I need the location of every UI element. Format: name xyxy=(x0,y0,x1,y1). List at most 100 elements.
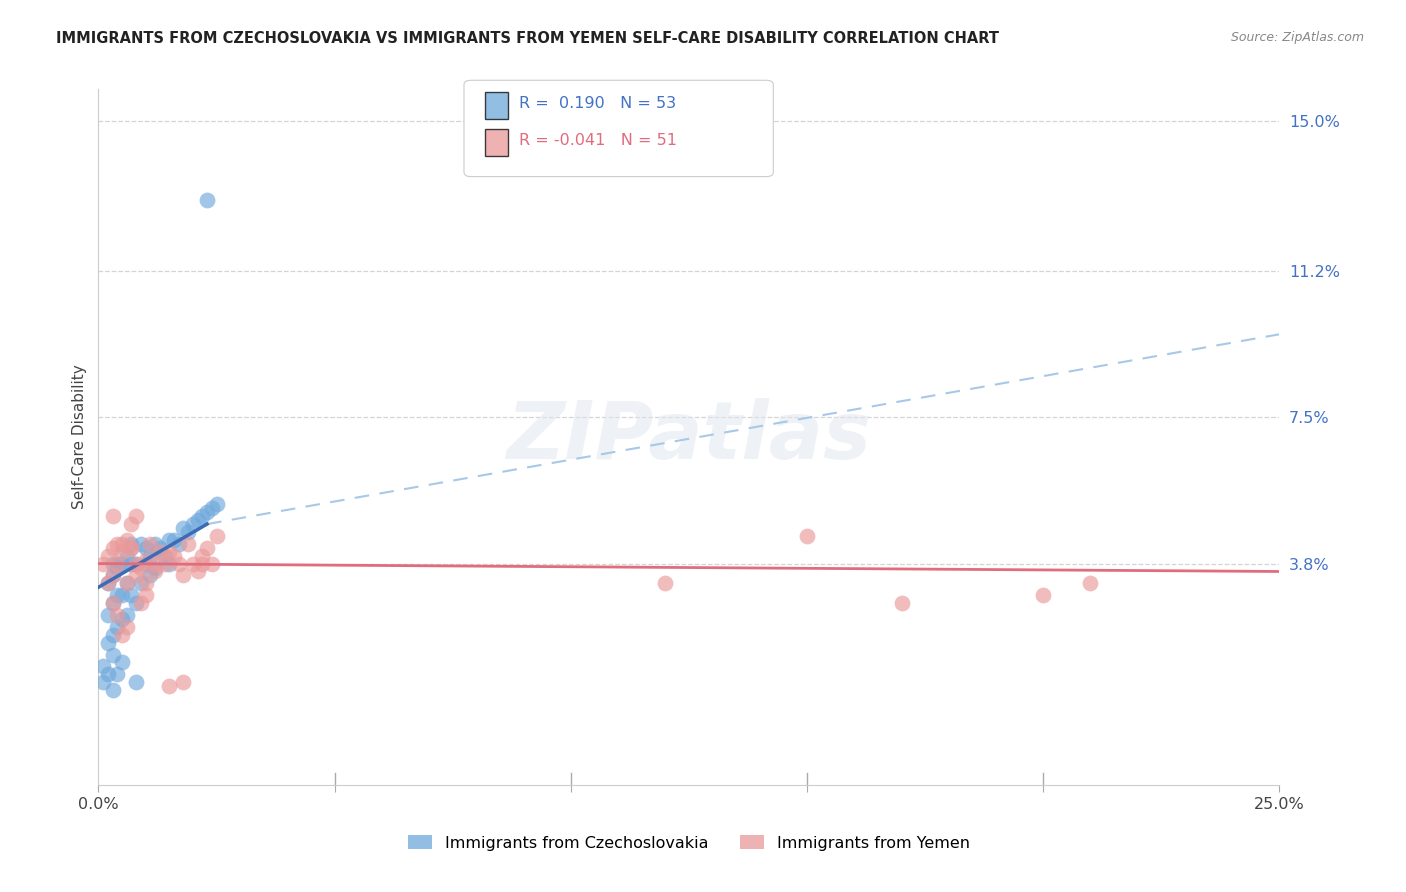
Text: R =  0.190   N = 53: R = 0.190 N = 53 xyxy=(519,96,676,111)
Point xyxy=(796,529,818,543)
Point xyxy=(105,537,128,551)
Point xyxy=(187,513,209,527)
Point xyxy=(111,537,134,551)
Point xyxy=(121,541,143,555)
Point xyxy=(101,568,124,582)
Point xyxy=(105,667,128,681)
Point xyxy=(105,607,128,622)
Point xyxy=(135,552,157,566)
Point xyxy=(181,516,204,531)
Point xyxy=(157,545,180,559)
Point xyxy=(205,497,228,511)
Text: ZIPatlas: ZIPatlas xyxy=(506,398,872,476)
Point xyxy=(177,537,200,551)
Point xyxy=(1080,576,1102,591)
Point xyxy=(125,557,148,571)
Point xyxy=(101,509,124,524)
Point xyxy=(195,193,218,207)
Point xyxy=(125,509,148,524)
Point xyxy=(101,596,124,610)
Point xyxy=(135,576,157,591)
Point xyxy=(97,635,120,649)
Point xyxy=(121,541,143,555)
Point xyxy=(195,505,218,519)
Point xyxy=(115,620,138,634)
Point xyxy=(111,557,134,571)
Point xyxy=(143,537,166,551)
Point xyxy=(105,557,128,571)
Point xyxy=(129,560,152,574)
Point xyxy=(101,648,124,662)
Point xyxy=(139,549,162,563)
Point xyxy=(191,549,214,563)
Point xyxy=(181,557,204,571)
Point xyxy=(890,596,912,610)
Point xyxy=(149,541,172,555)
Point xyxy=(111,612,134,626)
Point xyxy=(157,533,180,547)
Point xyxy=(167,557,190,571)
Point xyxy=(191,557,214,571)
Point xyxy=(97,549,120,563)
Point xyxy=(163,533,186,547)
Point xyxy=(149,545,172,559)
Point xyxy=(177,524,200,539)
Point xyxy=(101,557,124,571)
Point xyxy=(101,628,124,642)
Point xyxy=(125,557,148,571)
Point xyxy=(111,628,134,642)
Point xyxy=(201,501,224,516)
Point xyxy=(101,541,124,555)
Point xyxy=(654,576,676,591)
Point xyxy=(129,596,152,610)
Point xyxy=(105,620,128,634)
Point xyxy=(111,656,134,670)
Point xyxy=(115,607,138,622)
Point xyxy=(163,549,186,563)
Point xyxy=(129,576,152,591)
Point xyxy=(135,541,157,555)
Point xyxy=(129,537,152,551)
Point xyxy=(91,659,114,673)
Point xyxy=(157,679,180,693)
Point xyxy=(101,568,124,582)
Point xyxy=(125,596,148,610)
Point xyxy=(121,516,143,531)
Point xyxy=(97,576,120,591)
Point xyxy=(167,537,190,551)
Point xyxy=(139,568,162,582)
Point xyxy=(101,683,124,698)
Point xyxy=(121,537,143,551)
Point xyxy=(115,576,138,591)
Legend: Immigrants from Czechoslovakia, Immigrants from Yemen: Immigrants from Czechoslovakia, Immigran… xyxy=(402,829,976,857)
Text: IMMIGRANTS FROM CZECHOSLOVAKIA VS IMMIGRANTS FROM YEMEN SELF-CARE DISABILITY COR: IMMIGRANTS FROM CZECHOSLOVAKIA VS IMMIGR… xyxy=(56,31,1000,46)
Point xyxy=(115,533,138,547)
Point xyxy=(195,541,218,555)
Point xyxy=(125,568,148,582)
Point xyxy=(143,565,166,579)
Point xyxy=(115,576,138,591)
Point xyxy=(1032,588,1054,602)
Point xyxy=(121,557,143,571)
Point xyxy=(139,537,162,551)
Point xyxy=(187,565,209,579)
Point xyxy=(153,549,176,563)
Point xyxy=(172,521,194,535)
Point xyxy=(135,588,157,602)
Y-axis label: Self-Care Disability: Self-Care Disability xyxy=(72,365,87,509)
Point xyxy=(201,557,224,571)
Point xyxy=(105,557,128,571)
Point xyxy=(97,576,120,591)
Point xyxy=(111,588,134,602)
Point xyxy=(172,675,194,690)
Point xyxy=(105,588,128,602)
Point xyxy=(125,675,148,690)
Point xyxy=(97,667,120,681)
Point xyxy=(172,568,194,582)
Point xyxy=(157,557,180,571)
Point xyxy=(121,588,143,602)
Point xyxy=(205,529,228,543)
Point xyxy=(111,545,134,559)
Point xyxy=(97,607,120,622)
Point xyxy=(191,509,214,524)
